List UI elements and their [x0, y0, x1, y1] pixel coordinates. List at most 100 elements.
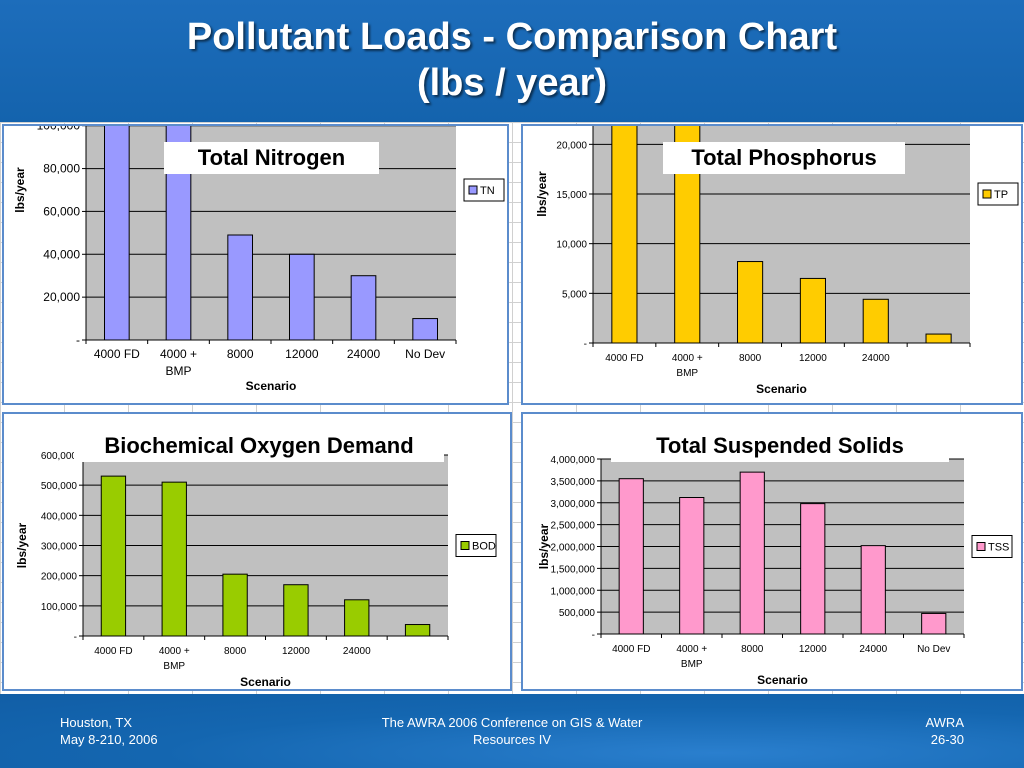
x-tick-label: 4000 FD: [605, 353, 643, 364]
bar: [921, 612, 947, 635]
bar: [350, 275, 377, 341]
y-tick-label: 400,000: [41, 511, 78, 522]
slide-title: Pollutant Loads - Comparison Chart: [186, 16, 838, 58]
x-tick-label: 4000 + BMP: [676, 644, 707, 670]
bar: [289, 253, 315, 341]
y-tick-label: 500,000: [559, 608, 596, 619]
bar: [739, 471, 765, 635]
bar: [862, 298, 889, 344]
footer-conference-line1: The AWRA 2006 Conference on GIS & Water: [381, 715, 643, 730]
x-tick-label: 12000: [799, 353, 827, 364]
bar: [283, 584, 309, 637]
x-axis-label: Scenario: [757, 673, 808, 687]
x-tick-label: 24000: [862, 353, 890, 364]
bar: [799, 277, 826, 344]
bar: [227, 234, 253, 341]
x-tick-label: 12000: [799, 644, 827, 655]
bar: [737, 261, 764, 344]
y-axis-label: lbs/year: [537, 523, 551, 569]
legend-box: [455, 534, 497, 557]
chart-title: Biochemical Oxygen Demand: [74, 430, 444, 462]
legend-swatch: [982, 189, 992, 199]
x-tick-label: 12000: [282, 646, 310, 657]
y-tick-label: -: [584, 339, 587, 350]
y-tick-label: 100,000: [41, 602, 78, 613]
legend-swatch: [468, 185, 478, 195]
y-tick-label: 200,000: [41, 572, 78, 583]
y-tick-label: 20,000: [43, 290, 80, 304]
chart-bod: - 100,000 200,000 300,000 400,000 500,000 600,…: [15, 451, 497, 689]
x-tick-label: 4000 FD: [94, 347, 140, 361]
y-tick-label: 3,000,000: [551, 499, 596, 510]
x-axis-label: Scenario: [240, 675, 291, 689]
chart-title: Total Phosphorus: [663, 142, 905, 174]
footer-conference-line2: Resources IV: [472, 732, 552, 747]
bar: [800, 503, 826, 635]
y-tick-label: 1,000,000: [551, 586, 596, 597]
legend-label: TSS: [988, 542, 1009, 554]
bar: [679, 497, 705, 635]
x-tick-label: 8000: [739, 353, 762, 364]
legend-box: [463, 178, 505, 202]
chart-title: Total Suspended Solids: [611, 430, 949, 462]
y-tick-label: 2,000,000: [551, 543, 596, 554]
footer-org: AWRA: [925, 715, 964, 730]
y-tick-label: 15,000: [556, 190, 587, 201]
slide-subtitle: (lbs / year): [416, 62, 608, 104]
legend-label: BOD: [472, 541, 496, 553]
bar: [161, 481, 187, 637]
x-axis-label: Scenario: [756, 382, 807, 396]
y-tick-label: 40,000: [43, 247, 80, 261]
y-tick-label: -: [592, 630, 595, 641]
y-tick-label: 60,000: [43, 204, 80, 218]
y-tick-label: 300,000: [41, 542, 78, 553]
y-tick-label: 10,000: [556, 240, 587, 251]
bar: [100, 475, 127, 637]
footer-slide-number: 26-30: [930, 732, 964, 747]
legend-box: [977, 182, 1019, 206]
y-tick-label: 2,500,000: [551, 521, 596, 532]
x-tick-label: 4000 FD: [612, 644, 650, 655]
y-axis-label: lbs/year: [535, 171, 549, 217]
x-tick-label: 24000: [347, 347, 381, 361]
bar: [404, 624, 431, 637]
y-tick-label: 3,500,000: [551, 477, 596, 488]
x-tick-label: 24000: [859, 644, 887, 655]
x-tick-label: No Dev: [917, 644, 950, 655]
slide-header: Pollutant Loads - Comparison Chart (lbs …: [0, 0, 1024, 122]
footer-conference: The AWRA 2006 Conference on GIS & Water …: [352, 714, 672, 748]
x-tick-label: 4000 + BMP: [672, 353, 703, 379]
x-tick-label: 12000: [285, 347, 319, 361]
legend-label: TP: [994, 189, 1008, 201]
chart-panel-nitrogen: -20,00040,00060,00080,000100,000120,0001…: [2, 124, 509, 405]
x-tick-label: 8000: [224, 646, 247, 657]
y-tick-label: 500,000: [41, 481, 78, 492]
x-tick-label: 4000 + BMP: [160, 347, 197, 378]
chart-tss: - 500,000 1,000,000 1,500,000 2,000,000 2,500…: [537, 455, 1013, 687]
x-tick-label: 24000: [343, 646, 371, 657]
y-tick-label: 100,000: [37, 126, 81, 133]
bar: [344, 599, 370, 637]
legend-box: [971, 535, 1013, 558]
y-tick-label: 20,000: [556, 140, 587, 151]
x-tick-label: 8000: [227, 347, 254, 361]
bar: [412, 318, 439, 341]
y-tick-label: 1,500,000: [551, 564, 596, 575]
bar: [104, 126, 130, 341]
footer-location: Houston, TX May 8-210, 2006: [60, 714, 158, 748]
footer-date: May 8-210, 2006: [60, 732, 158, 747]
x-tick-label: 4000 + BMP: [159, 646, 190, 672]
chart-title: Total Nitrogen: [164, 142, 379, 174]
bar: [611, 126, 638, 344]
y-tick-label: -: [74, 632, 77, 643]
slide-footer: Houston, TX May 8-210, 2006 The AWRA 200…: [0, 694, 1024, 768]
x-tick-label: 8000: [741, 644, 764, 655]
bar: [222, 573, 248, 637]
charts-area: -20,00040,00060,00080,000100,000120,0001…: [0, 122, 1024, 694]
y-axis-label: lbs/year: [15, 522, 29, 568]
y-axis-label: lbs/year: [13, 167, 27, 213]
bar: [860, 545, 886, 635]
x-tick-label: 4000 FD: [94, 646, 132, 657]
footer-page: AWRA 26-30: [925, 714, 964, 748]
y-tick-label: -: [76, 333, 80, 347]
